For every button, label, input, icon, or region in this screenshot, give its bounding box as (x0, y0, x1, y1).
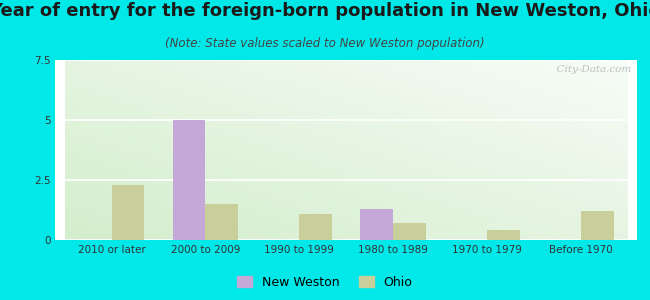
Text: City-Data.com: City-Data.com (550, 65, 631, 74)
Bar (299, 214, 332, 240)
Bar (172, 120, 205, 240)
Bar (205, 204, 238, 240)
Bar (580, 211, 614, 240)
Bar (487, 230, 520, 240)
Text: Year of entry for the foreign-born population in New Weston, Ohio: Year of entry for the foreign-born popul… (0, 2, 650, 20)
Bar (112, 185, 144, 240)
Text: (Note: State values scaled to New Weston population): (Note: State values scaled to New Weston… (165, 38, 485, 50)
Bar (360, 209, 393, 240)
Bar (393, 223, 426, 240)
Legend: New Weston, Ohio: New Weston, Ohio (233, 271, 417, 294)
